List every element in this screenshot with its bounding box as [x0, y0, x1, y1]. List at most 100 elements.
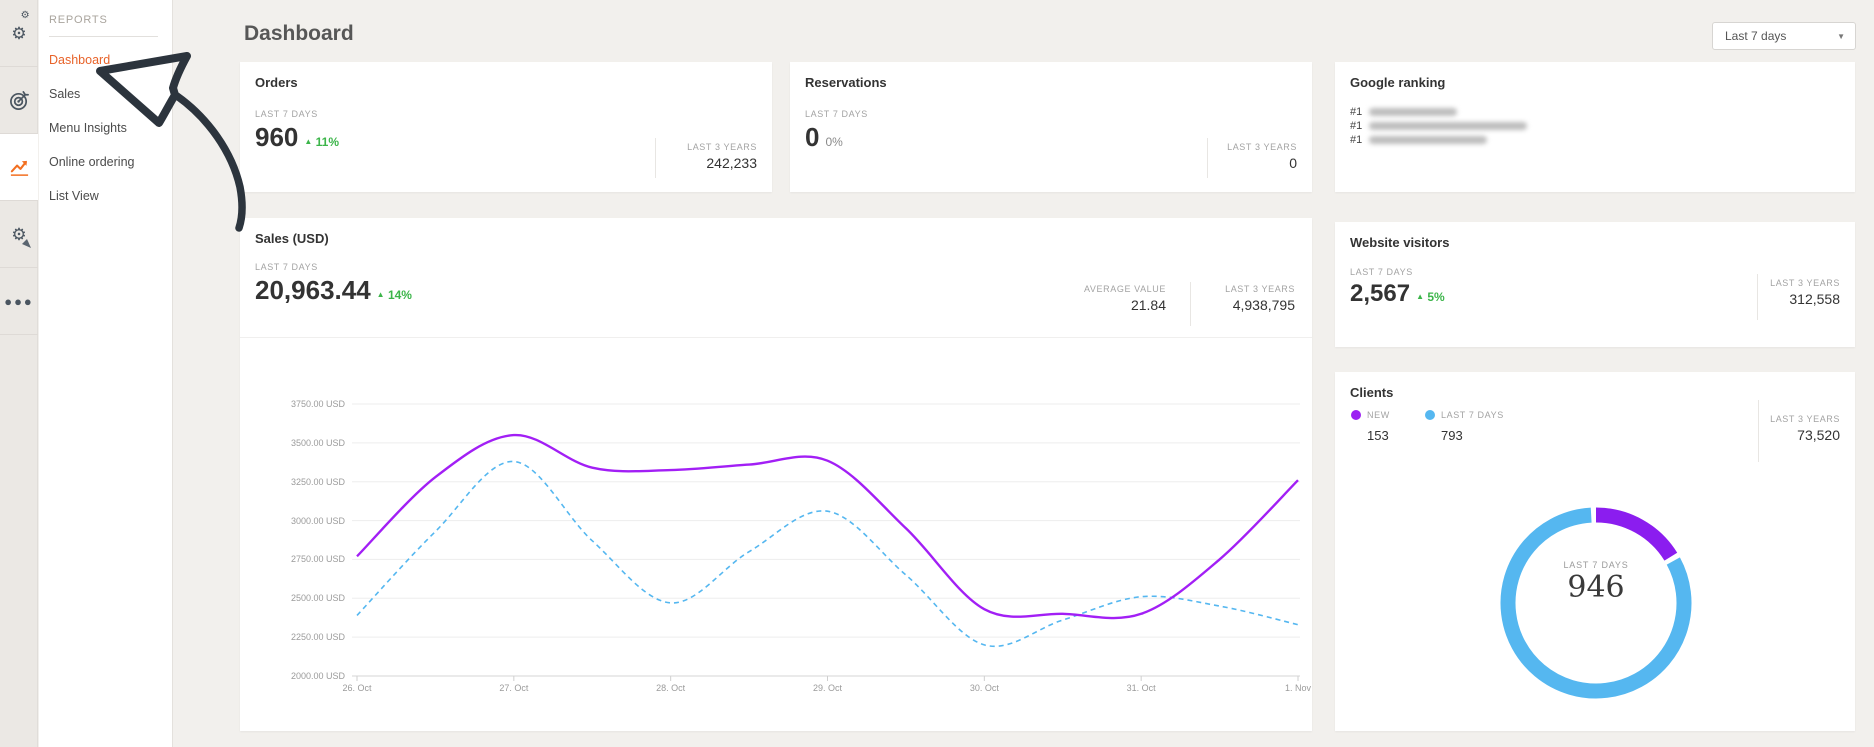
blurred-keyword [1369, 108, 1458, 116]
stat-divider [1757, 274, 1758, 320]
date-range-dropdown[interactable]: Last 7 days ▼ [1712, 22, 1856, 50]
clients-card: Clients NEW LAST 7 DAYS 153 793 LAST 3 Y… [1335, 372, 1855, 731]
sidebar-item-dashboard[interactable]: Dashboard [49, 53, 111, 67]
sidebar-section-title: REPORTS [49, 14, 108, 26]
website-visitors-card: Website visitors LAST 7 DAYS 2,567 ▲ 5% … [1335, 222, 1855, 347]
stat-divider [655, 138, 656, 178]
orders-delta: ▲ 11% [304, 135, 340, 149]
card-header-divider [240, 337, 1312, 338]
average-value: 21.84 [1130, 297, 1166, 313]
secondary-label: LAST 3 YEARS [1225, 284, 1295, 294]
visitors-delta: ▲ 5% [1416, 290, 1445, 304]
y-axis-tick-label: 2000.00 USD [290, 671, 345, 681]
chevron-down-icon: ▼ [1837, 31, 1845, 41]
x-axis-tick-label: 1. Nov [1284, 683, 1311, 693]
orders-value: 960 [255, 122, 299, 152]
x-axis-tick-label: 31. Oct [1126, 683, 1156, 693]
sales-line-chart [352, 403, 1300, 681]
legend-label: LAST 7 DAYS [1441, 410, 1504, 420]
average-label: AVERAGE VALUE [1084, 284, 1166, 294]
y-axis-tick-label: 2250.00 USD [290, 632, 345, 643]
sidebar-item-menu-insights[interactable]: Menu Insights [49, 121, 127, 135]
y-axis-tick-label: 3500.00 USD [290, 437, 345, 448]
stat-divider [1207, 138, 1208, 178]
y-axis-tick-label: 3750.00 USD [290, 399, 345, 409]
main-content: Dashboard Last 7 days ▼ Orders LAST 7 DA… [174, 0, 1874, 747]
period-label: LAST 7 DAYS [255, 109, 318, 119]
ellipsis-icon: ●●● [4, 293, 34, 309]
sidebar-item-sales[interactable]: Sales [49, 87, 81, 101]
rail-item-reports[interactable] [0, 134, 38, 201]
x-axis-tick-label: 27. Oct [499, 683, 529, 693]
x-axis-tick-label: 26. Oct [342, 683, 372, 693]
donut-center-value: 946 [1567, 570, 1625, 605]
icon-rail: ⚙ ⚙ ⚙ ●●● [0, 0, 38, 747]
up-triangle-icon: ▲ [304, 137, 313, 146]
donut-segment-new [1500, 507, 1692, 699]
sidebar-item-list-view[interactable]: List View [49, 189, 99, 203]
card-title: Orders [255, 75, 298, 90]
y-axis-tick-label: 3250.00 USD [290, 476, 345, 487]
stat-divider [1190, 282, 1191, 326]
secondary-label: LAST 3 YEARS [1770, 414, 1840, 424]
secondary-value: 312,558 [1789, 291, 1840, 307]
secondary-label: LAST 3 YEARS [1227, 142, 1297, 152]
ranking-entry: #1 [1350, 134, 1488, 146]
secondary-value: 242,233 [706, 155, 757, 171]
small-gear-icon: ⚙ [20, 9, 30, 21]
stat-divider [1758, 400, 1759, 462]
period-label: LAST 7 DAYS [1350, 267, 1413, 277]
y-axis-tick-label: 2750.00 USD [290, 554, 345, 565]
date-range-value: Last 7 days [1725, 29, 1787, 43]
blurred-keyword [1369, 122, 1528, 130]
cursor-arrow-icon [22, 239, 31, 248]
period-label: LAST 7 DAYS [255, 262, 318, 272]
secondary-value: 0 [1289, 155, 1297, 171]
donut-center-text: LAST 7 DAYS 946 [1486, 560, 1706, 605]
up-triangle-icon: ▲ [376, 290, 385, 299]
rail-item-goals[interactable] [0, 67, 38, 134]
clients-last7-value: 793 [1441, 428, 1463, 443]
orders-card: Orders LAST 7 DAYS 960 ▲ 11% LAST 3 YEAR… [240, 62, 772, 192]
reservations-value: 0 [805, 122, 820, 152]
secondary-label: LAST 3 YEARS [1770, 278, 1840, 288]
legend-item-new: NEW [1351, 410, 1390, 420]
rail-item-more[interactable]: ●●● [0, 268, 38, 335]
rail-item-automation[interactable]: ⚙ [0, 201, 38, 268]
page-title: Dashboard [244, 22, 354, 45]
card-title: Reservations [805, 75, 887, 90]
sidebar-item-online-ordering[interactable]: Online ordering [49, 155, 135, 169]
secondary-value: 73,520 [1797, 427, 1840, 443]
y-axis-tick-label: 3000.00 USD [290, 515, 345, 526]
reports-sidebar: REPORTS Dashboard Sales Menu Insights On… [39, 0, 173, 747]
sales-card: Sales (USD) LAST 7 DAYS 20,963.44 ▲ 14% … [240, 218, 1312, 731]
reservations-delta: 0% [825, 135, 843, 149]
card-title: Sales (USD) [255, 231, 329, 246]
gears-icon: ⚙ ⚙ [11, 9, 30, 43]
legend-item-last7: LAST 7 DAYS [1425, 410, 1504, 420]
gear-icon: ⚙ [11, 224, 27, 244]
google-ranking-card: Google ranking #1 #1 #1 [1335, 62, 1855, 192]
visitors-value: 2,567 [1350, 280, 1411, 307]
card-title: Clients [1350, 385, 1394, 400]
reservations-card: Reservations LAST 7 DAYS 0 0% LAST 3 YEA… [790, 62, 1312, 192]
line-chart-icon [10, 160, 28, 176]
period-label: LAST 7 DAYS [805, 109, 868, 119]
legend-label: NEW [1367, 410, 1390, 420]
rail-item-settings[interactable]: ⚙ ⚙ [0, 0, 38, 67]
blurred-keyword [1369, 136, 1488, 144]
sales-delta: ▲ 14% [376, 288, 412, 302]
sales-value: 20,963.44 [255, 275, 371, 305]
secondary-label: LAST 3 YEARS [687, 142, 757, 152]
y-axis-tick-label: 2500.00 USD [290, 593, 345, 604]
card-title: Google ranking [1350, 75, 1446, 90]
ranking-entry: #1 [1350, 120, 1528, 132]
x-axis-tick-label: 29. Oct [812, 683, 842, 693]
ranking-entry: #1 [1350, 106, 1458, 118]
clients-donut-chart [1500, 507, 1692, 699]
series-sales-current-period [356, 433, 1299, 620]
clients-new-value: 153 [1367, 428, 1389, 443]
secondary-value: 4,938,795 [1232, 297, 1295, 313]
donut-segment-last-7-days [1500, 507, 1692, 699]
sidebar-divider [49, 36, 158, 37]
